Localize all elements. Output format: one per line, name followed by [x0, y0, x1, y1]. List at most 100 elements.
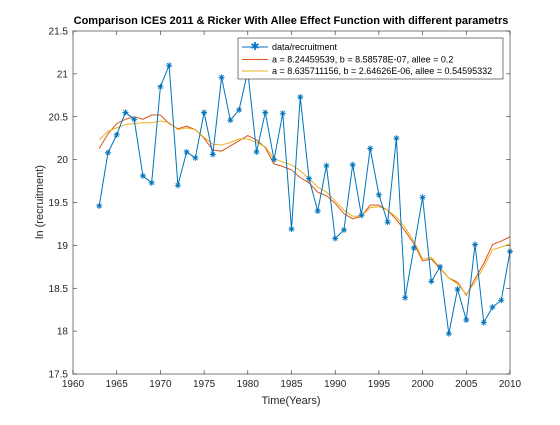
data-point-stroke: [219, 74, 224, 80]
data-point-stroke: [324, 163, 329, 169]
data-point: [297, 94, 304, 101]
data-point-stroke: [227, 117, 233, 123]
data-point: [410, 244, 417, 251]
data-point: [402, 294, 409, 301]
data-point: [139, 172, 146, 179]
x-tick-label: 1970: [149, 379, 172, 390]
data-point: [104, 149, 111, 156]
data-point-stroke: [210, 152, 216, 157]
data-point-stroke: [96, 203, 102, 209]
data-point: [454, 286, 461, 293]
y-tick-label: 20.5: [49, 112, 69, 123]
data-point: [340, 226, 347, 233]
data-point: [227, 117, 234, 124]
data-point-stroke: [297, 94, 303, 100]
data-point-stroke: [411, 245, 417, 251]
data-point-stroke: [315, 208, 321, 214]
data-point: [253, 148, 260, 155]
data-point-stroke: [402, 295, 408, 301]
data-point: [218, 74, 225, 81]
y-axis-label: ln (recruitment): [34, 165, 46, 239]
plot-area: [73, 31, 510, 374]
data-point: [209, 151, 216, 158]
data-point-stroke: [463, 317, 469, 323]
data-point: [166, 62, 173, 69]
data-point: [305, 175, 312, 182]
data-point-stroke: [236, 107, 242, 113]
data-point: [314, 208, 321, 215]
x-tick-label: 1990: [324, 379, 347, 390]
data-point-stroke: [184, 149, 190, 155]
data-point: [288, 226, 295, 233]
x-tick-label: 1985: [280, 379, 303, 390]
data-point-stroke: [123, 110, 128, 115]
legend-box: [237, 37, 504, 80]
data-point-stroke: [166, 62, 172, 68]
data-point-stroke: [289, 226, 294, 232]
data-point-stroke: [428, 278, 434, 284]
data-point: [358, 212, 365, 219]
y-tick-label: 18.5: [49, 284, 69, 295]
data-point-stroke: [192, 155, 198, 161]
y-tick-label: 21.5: [49, 27, 69, 38]
data-point-stroke: [393, 135, 399, 141]
data-point-stroke: [131, 116, 137, 122]
data-point: [113, 131, 120, 138]
data-point: [271, 156, 278, 163]
data-point-stroke: [114, 132, 120, 138]
data-point-stroke: [332, 236, 338, 241]
data-point: [236, 106, 243, 113]
data-point-stroke: [446, 331, 452, 337]
data-point: [183, 148, 190, 155]
data-point-stroke: [498, 297, 504, 303]
data-point: [480, 319, 487, 326]
data-point-stroke: [367, 146, 373, 151]
data-point-stroke: [149, 180, 155, 186]
y-tick-label: 20: [57, 155, 69, 166]
data-point: [201, 109, 208, 116]
data-point: [279, 110, 286, 117]
data-point-stroke: [350, 162, 356, 168]
data-point-stroke: [490, 304, 495, 310]
data-point: [367, 145, 374, 152]
data-point: [393, 135, 400, 142]
data-point-stroke: [341, 227, 347, 233]
data-point: [157, 83, 164, 90]
data-point-stroke: [271, 157, 277, 163]
data-point-stroke: [201, 110, 207, 115]
data-point: [463, 316, 470, 323]
data-point-stroke: [280, 110, 286, 116]
data-point: [375, 191, 382, 198]
legend-label-fit-1: a = 8.24459539, b = 8.58578E-07, allee =…: [272, 55, 453, 65]
data-point-stroke: [140, 173, 146, 179]
data-point-stroke: [157, 84, 163, 90]
data-point-stroke: [455, 286, 460, 292]
data-point: [122, 109, 129, 116]
data-point-stroke: [376, 192, 382, 198]
legend-label-fit-2: a = 8.635711156, b = 2.64626E-06, allee …: [272, 66, 492, 76]
data-point: [489, 304, 496, 311]
data-point-stroke: [262, 110, 268, 115]
legend: ✱ data/recruitment a = 8.24459539, b = 8…: [237, 37, 504, 80]
data-point-stroke: [306, 176, 312, 181]
data-point: [419, 194, 426, 201]
data-point: [323, 162, 330, 169]
data-point-stroke: [359, 212, 364, 218]
data-point-stroke: [472, 242, 478, 247]
data-point: [332, 235, 339, 242]
data-point: [174, 182, 181, 189]
y-tick-label: 21: [57, 69, 69, 80]
data-point-stroke: [254, 149, 259, 155]
data-point: [445, 330, 452, 337]
y-tick-label: 18: [57, 327, 69, 338]
chart-title: Comparison ICES 2011 & Ricker With Allee…: [74, 15, 509, 27]
series-line-0: [98, 65, 511, 334]
data-point: [384, 219, 391, 226]
data-point: [349, 161, 356, 168]
series-line-2: [98, 120, 511, 296]
legend-marker-data: ✱: [250, 41, 259, 53]
y-tick-label: 17.5: [49, 370, 69, 381]
data-point: [148, 179, 155, 186]
